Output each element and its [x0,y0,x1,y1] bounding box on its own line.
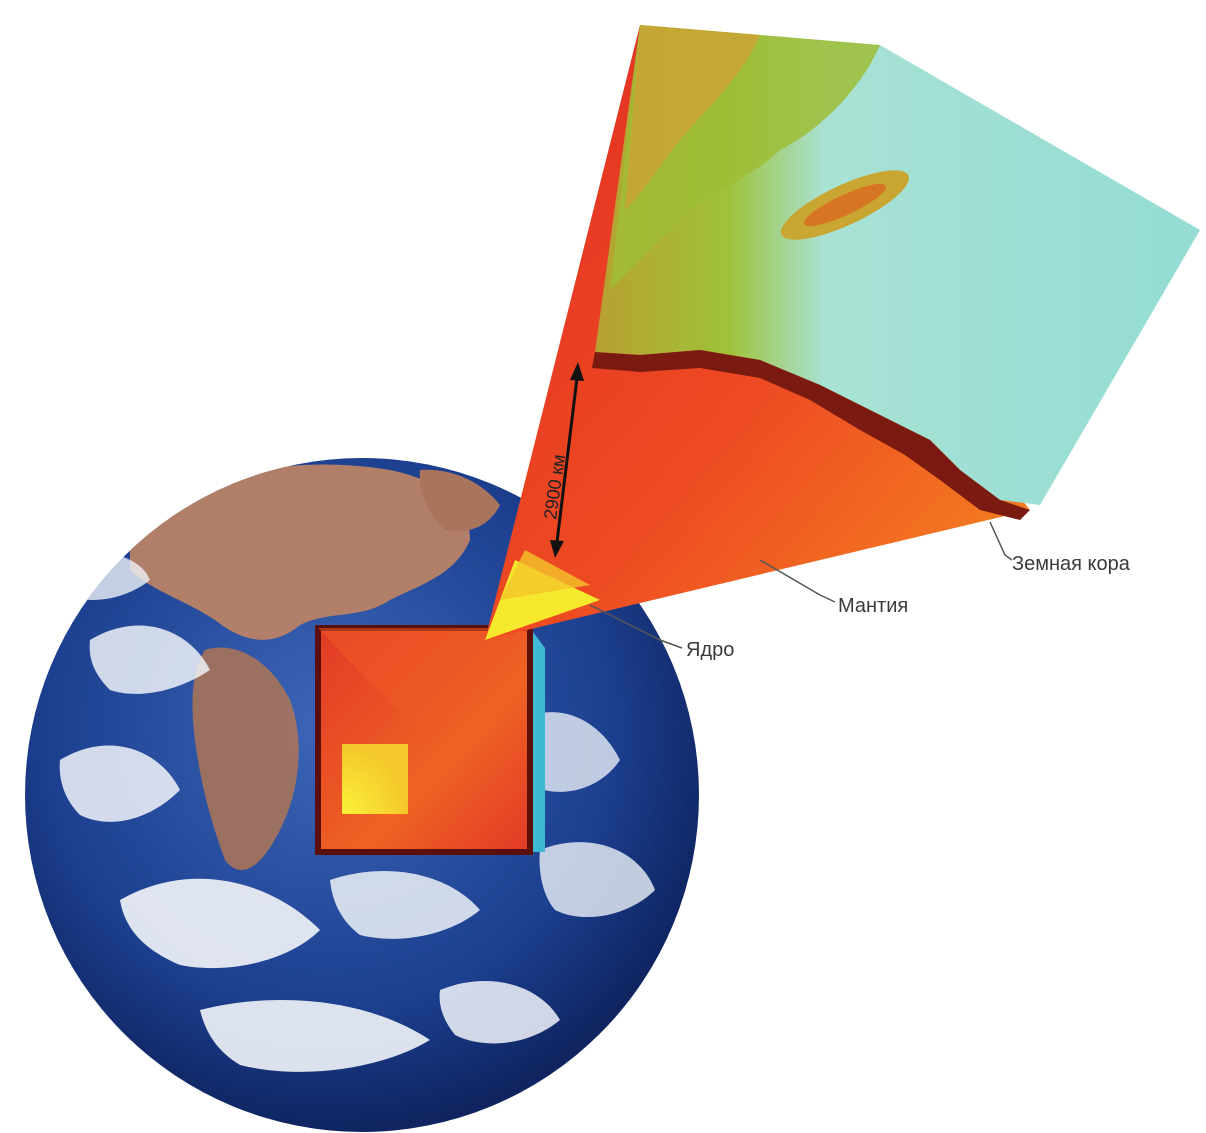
crust-ridge-core [803,183,887,227]
earth-section-wedge: 2900 км [485,25,1200,640]
callout-core: Ядро [589,604,734,661]
landmass-africa [192,647,299,870]
crust-label: Земная кора [1012,553,1131,575]
cloud [330,871,480,939]
landmass-arabia [419,469,500,532]
crust-peak [625,25,760,210]
callout-crust: Земная кора [989,521,1131,575]
core-label: Ядро [686,639,734,661]
depth-arrow-head-bottom [550,540,564,558]
crust-edge [592,350,1030,520]
callout-line [989,521,1013,561]
callout-line [589,604,683,649]
cloud [59,745,180,822]
depth-arrow-line [554,369,580,551]
callout-line [759,559,836,603]
cloud [89,625,210,694]
landmass-north [130,464,470,640]
depth-arrow-head-top [570,362,584,381]
cloud [539,842,655,918]
cube-core-face [342,744,408,814]
cloud [200,1000,430,1072]
cloud [439,981,560,1044]
cube-inner-shadow [318,628,530,740]
mantle-label: Мантия [838,595,908,617]
core-transition [500,550,590,600]
cloud [120,878,320,969]
inner-structure-cube-icon [315,625,545,855]
callout-mantle: Мантия [759,559,908,617]
